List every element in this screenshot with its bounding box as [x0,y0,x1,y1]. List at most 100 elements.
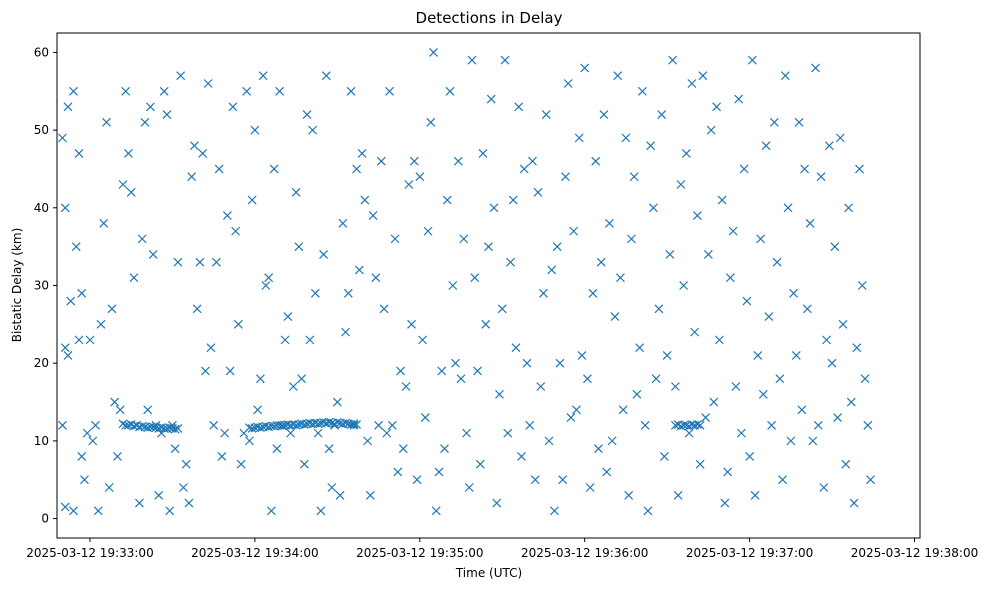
data-point [492,498,502,508]
chart-title: Detections in Delay [416,9,563,27]
data-point [412,475,422,485]
data-point [863,420,873,430]
data-point [206,343,216,353]
data-point [720,498,730,508]
data-point [91,420,100,430]
data-point [827,358,837,368]
data-point [459,234,469,244]
data-point [690,327,700,337]
data-point [247,424,257,433]
data-point [566,413,576,423]
data-point [77,451,87,461]
data-point [393,467,403,477]
data-point [319,249,329,259]
x-tick-label: 2025-03-12 19:38:00 [851,546,978,560]
data-point [830,242,840,252]
data-point [574,133,584,143]
data-point [555,358,565,368]
data-point [209,420,219,430]
data-point [599,110,609,120]
data-point [324,417,334,427]
data-point [387,420,397,430]
data-point [739,164,749,174]
data-point [478,148,488,158]
data-point [725,273,735,283]
data-point [60,502,70,512]
data-point [687,79,697,88]
x-tick-label: 2025-03-12 19:34:00 [191,546,318,560]
data-point [462,428,471,438]
data-point [747,55,757,65]
data-point [126,187,136,197]
data-point [440,444,449,454]
data-point [585,483,595,492]
data-point [231,226,241,236]
data-point [200,366,210,376]
data-point [670,382,680,391]
data-point [99,218,109,228]
data-point [816,172,826,182]
data-point [324,444,334,454]
x-axis-ticks: 2025-03-12 19:33:00 2025-03-12 19:34:00 20… [26,538,978,560]
data-point [80,475,89,485]
data-point [143,405,153,415]
data-point [137,234,147,244]
data-point [272,444,282,454]
data-point [382,428,392,438]
data-point [662,350,672,360]
data-point [63,350,73,360]
data-point [745,451,755,461]
data-point [74,148,84,158]
data-point [332,417,342,427]
data-point [497,304,507,314]
data-point [475,459,485,469]
data-point [657,110,667,120]
data-point [844,203,853,213]
data-point [357,148,367,158]
data-point [310,288,320,298]
data-point [299,420,309,429]
markers-layer [58,47,875,516]
data-point [489,203,499,213]
data-point [467,55,477,65]
data-point [184,498,194,508]
data-point [805,218,815,228]
data-point [173,424,183,433]
data-point [646,141,656,151]
data-point [415,172,425,182]
data-point [522,358,532,368]
data-point [365,490,375,500]
data-point [60,343,70,353]
data-point [189,141,199,151]
data-point [214,164,224,174]
data-point [341,327,351,337]
data-point [470,273,480,283]
data-point [635,343,645,353]
data-point [577,350,587,360]
data-point [764,312,774,322]
data-point [346,86,356,96]
data-point [852,343,862,353]
data-point [396,366,405,376]
data-point [390,234,400,244]
data-point [352,420,362,429]
data-point [146,102,155,112]
data-point [508,195,518,205]
data-point [222,211,232,221]
data-point [681,148,691,158]
data-point [437,366,447,376]
data-point [88,436,98,446]
data-point [802,304,812,314]
data-point [93,506,103,516]
data-point [173,257,183,267]
data-point [808,436,818,446]
data-point [137,421,147,431]
x-axis-label: Time (UTC) [455,566,522,580]
data-point [187,172,197,182]
data-point [198,148,208,158]
data-point [283,312,293,322]
data-point [170,424,180,434]
data-point [583,374,592,384]
data-point [104,483,114,492]
y-tick-label: 0 [41,512,49,526]
